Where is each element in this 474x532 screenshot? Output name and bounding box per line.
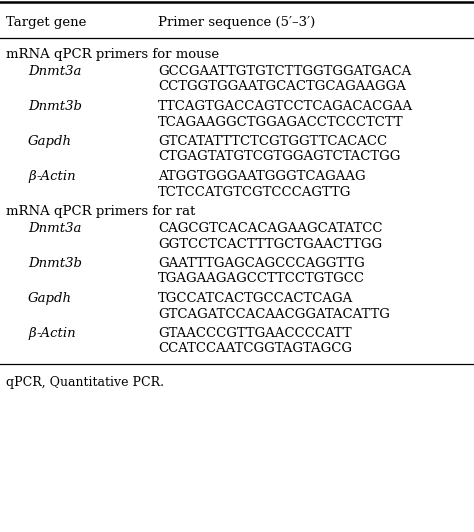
Text: mRNA qPCR primers for mouse: mRNA qPCR primers for mouse <box>6 48 219 61</box>
Text: GAATTTGAGCAGCCCAGGTTG: GAATTTGAGCAGCCCAGGTTG <box>158 257 365 270</box>
Text: Primer sequence (5′–3′): Primer sequence (5′–3′) <box>158 16 315 29</box>
Text: -Actin: -Actin <box>37 327 77 340</box>
Text: mRNA qPCR primers for rat: mRNA qPCR primers for rat <box>6 205 195 218</box>
Text: TCAGAAGGCTGGAGACCTCCCTCTT: TCAGAAGGCTGGAGACCTCCCTCTT <box>158 115 404 129</box>
Text: Target gene: Target gene <box>6 16 86 29</box>
Text: CCTGGTGGAATGCACTGCAGAAGGA: CCTGGTGGAATGCACTGCAGAAGGA <box>158 80 406 94</box>
Text: Dnmt3a: Dnmt3a <box>28 65 82 78</box>
Text: GTCATATTTCTCGTGGTTCACACC: GTCATATTTCTCGTGGTTCACACC <box>158 135 387 148</box>
Text: β: β <box>28 327 36 340</box>
Text: Gapdh: Gapdh <box>28 135 72 148</box>
Text: GCCGAATTGTGTCTTGGTGGATGACA: GCCGAATTGTGTCTTGGTGGATGACA <box>158 65 411 78</box>
Text: β: β <box>28 170 36 183</box>
Text: CCATCCAATCGGTAGTAGCG: CCATCCAATCGGTAGTAGCG <box>158 343 352 355</box>
Text: CTGAGTATGTCGTGGAGTCTACTGG: CTGAGTATGTCGTGGAGTCTACTGG <box>158 151 401 163</box>
Text: GTAACCCGTTGAACCCCATT: GTAACCCGTTGAACCCCATT <box>158 327 352 340</box>
Text: Dnmt3a: Dnmt3a <box>28 222 82 235</box>
Text: -Actin: -Actin <box>37 170 77 183</box>
Text: GTCAGATCCACAACGGATACATTG: GTCAGATCCACAACGGATACATTG <box>158 307 390 320</box>
Text: GGTCCTCACTTTGCTGAACTTGG: GGTCCTCACTTTGCTGAACTTGG <box>158 237 382 251</box>
Text: TGAGAAGAGCCTTCCTGTGCC: TGAGAAGAGCCTTCCTGTGCC <box>158 272 365 286</box>
Text: Dnmt3b: Dnmt3b <box>28 257 82 270</box>
Text: ATGGTGGGAATGGGTCAGAAG: ATGGTGGGAATGGGTCAGAAG <box>158 170 365 183</box>
Text: Gapdh: Gapdh <box>28 292 72 305</box>
Text: qPCR, Quantitative PCR.: qPCR, Quantitative PCR. <box>6 376 164 389</box>
Text: TGCCATCACTGCCACTCAGA: TGCCATCACTGCCACTCAGA <box>158 292 353 305</box>
Text: TTCAGTGACCAGTCCTCAGACACGAA: TTCAGTGACCAGTCCTCAGACACGAA <box>158 100 413 113</box>
Text: CAGCGTCACACAGAAGCATATCC: CAGCGTCACACAGAAGCATATCC <box>158 222 383 235</box>
Text: TCTCCATGTCGTCCCAGTTG: TCTCCATGTCGTCCCAGTTG <box>158 186 351 198</box>
Text: Dnmt3b: Dnmt3b <box>28 100 82 113</box>
